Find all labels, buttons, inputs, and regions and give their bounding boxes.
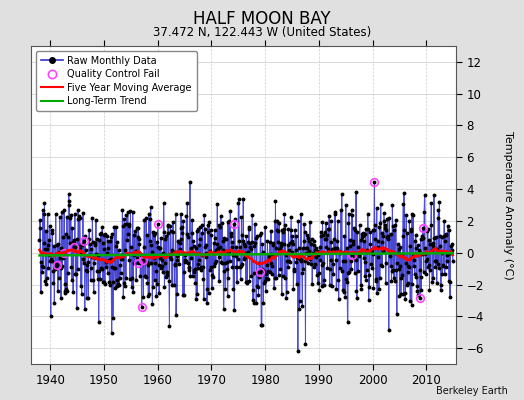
Legend: Raw Monthly Data, Quality Control Fail, Five Year Moving Average, Long-Term Tren: Raw Monthly Data, Quality Control Fail, … (36, 51, 197, 111)
Text: HALF MOON BAY: HALF MOON BAY (193, 10, 331, 28)
Text: Berkeley Earth: Berkeley Earth (436, 386, 508, 396)
Text: 37.472 N, 122.443 W (United States): 37.472 N, 122.443 W (United States) (153, 26, 371, 39)
Y-axis label: Temperature Anomaly (°C): Temperature Anomaly (°C) (503, 131, 513, 279)
